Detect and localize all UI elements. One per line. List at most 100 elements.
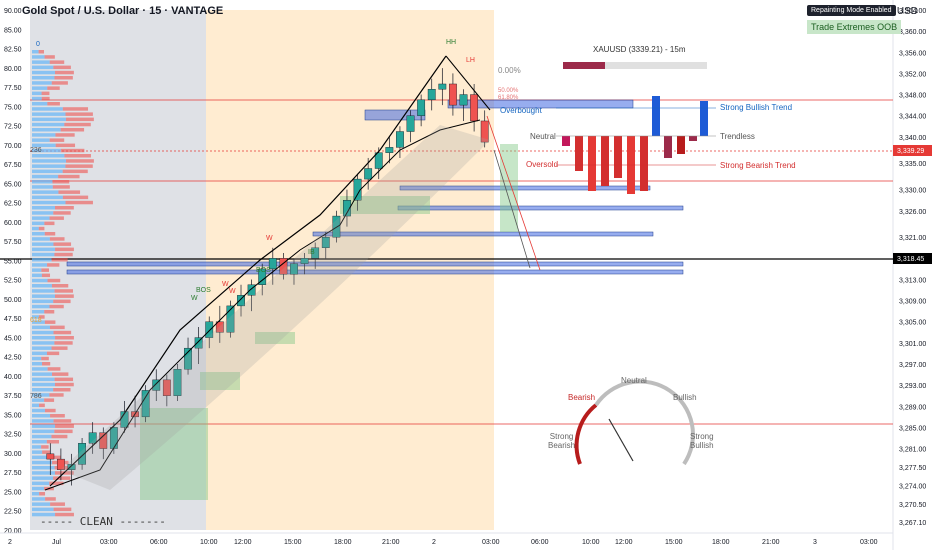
volume-profile-bar (32, 284, 52, 288)
y-left-tick-label: 82.50 (4, 47, 22, 54)
oscillator-bar (664, 136, 672, 158)
structure-marker: W (229, 288, 236, 295)
strong-bearish-label: Strong Bearish Trend (720, 161, 796, 170)
y-left-tick-label: 40.00 (4, 374, 22, 381)
repainting-badge: Repainting Mode Enabled (807, 5, 896, 16)
y-left-tick-label: 70.00 (4, 143, 22, 150)
meter-bearish-arc (574, 403, 598, 465)
volume-profile-bar (32, 419, 54, 423)
volume-profile-bar (55, 206, 74, 210)
current-price-tag-bg (893, 145, 932, 156)
volume-profile-bar (65, 200, 93, 205)
oscillator-bar (677, 136, 685, 154)
volume-profile-bar (32, 247, 56, 252)
volume-profile-bar (58, 190, 81, 194)
pct-low-label: 61.80% (498, 95, 519, 101)
volume-profile-bar (32, 460, 53, 465)
candle-body (321, 237, 330, 248)
volume-profile-bar (32, 341, 55, 345)
y-right-tick-label: 3,267.10 (899, 520, 926, 527)
volume-profile-bar (53, 65, 71, 70)
volume-profile-bar (32, 362, 43, 366)
structure-marker: BOS (256, 267, 271, 274)
volume-profile-bar (32, 330, 54, 335)
volume-profile-bar (64, 122, 91, 127)
volume-profile-bar (32, 393, 50, 397)
volume-profile-bar (32, 128, 61, 132)
volume-profile-bar (32, 91, 42, 96)
chart-title: Gold Spot / U.S. Dollar · 15 · VANTAGE (22, 5, 224, 17)
candle-body (311, 247, 320, 259)
volume-profile-bar (32, 445, 42, 449)
volume-profile-bar (32, 185, 53, 189)
volume-profile-bar (54, 289, 74, 293)
volume-profile-bar (66, 159, 94, 163)
volume-profile-bar (49, 325, 65, 330)
volume-profile-bar (51, 346, 68, 350)
volume-profile-bar (60, 128, 85, 132)
candle-body (247, 284, 256, 296)
volume-profile-bar (32, 252, 55, 257)
volume-profile-bar (32, 502, 51, 506)
structure-marker: HH (446, 39, 456, 46)
y-left-tick-label: 72.50 (4, 124, 22, 131)
volume-profile-bar (32, 164, 66, 168)
y-left-tick-label: 75.00 (4, 104, 22, 111)
volume-profile-bar (53, 507, 72, 512)
volume-profile-bar (49, 216, 64, 220)
structure-marker: W (222, 281, 229, 288)
oscillator-bar (700, 101, 708, 136)
volume-profile-bar (53, 299, 71, 304)
candle-body (417, 99, 426, 116)
volume-profile-bar (32, 424, 56, 428)
x-tick-label: Jul (52, 539, 61, 546)
y-left-tick-label: 32.50 (4, 432, 22, 439)
volume-profile-bar (32, 65, 54, 70)
candle-body (152, 379, 161, 391)
x-tick-label: 2 (8, 539, 12, 546)
volume-profile-bar (32, 138, 50, 142)
projection-line-2 (493, 149, 531, 269)
volume-profile-bar (65, 112, 93, 116)
volume-profile-bar (58, 174, 80, 179)
volume-profile-bar (41, 91, 50, 96)
y-left-tick-label: 90.00 (4, 8, 22, 15)
volume-profile-bar (32, 299, 54, 304)
y-left-tick-label: 67.50 (4, 162, 22, 169)
volume-profile-bar (62, 169, 88, 174)
x-tick-label: 3 (813, 539, 817, 546)
volume-profile-bar (39, 403, 45, 408)
volume-profile-bar (32, 195, 63, 200)
meter-strong-bullish-label: Strong Bullish (690, 432, 714, 450)
volume-profile-bar (53, 388, 71, 392)
volume-profile-bar (32, 351, 47, 356)
volume-profile-bar (32, 476, 54, 480)
x-tick-label: 2 (432, 539, 436, 546)
volume-profile-bar (32, 382, 55, 387)
y-left-tick-label: 37.50 (4, 393, 22, 400)
y-right-tick-label: 3,330.00 (899, 188, 926, 195)
order-block-zone (397, 205, 684, 211)
candle-body (385, 147, 394, 153)
candle-body (226, 305, 235, 333)
volume-profile-bar (32, 289, 55, 293)
volume-profile-bar (32, 102, 48, 106)
volume-profile-bar (32, 148, 61, 153)
volume-profile-bar (53, 330, 72, 335)
volume-profile-bar (32, 450, 43, 454)
volume-profile-bar (32, 481, 50, 486)
volume-profile-bar (55, 424, 74, 428)
y-right-tick-label: 3,326.00 (899, 209, 926, 216)
candle-body (78, 443, 86, 465)
current-price-tag: 3,339.29 (897, 148, 924, 155)
structure-marker: LH (466, 57, 475, 64)
y-right-tick-label: 3,360.00 (899, 29, 926, 36)
volume-profile-bar (55, 336, 74, 340)
oscillator-bar (689, 136, 697, 141)
order-block-zone (66, 261, 684, 267)
volume-profile-bar (44, 398, 55, 402)
volume-profile-bar (32, 278, 48, 283)
volume-profile-bar (32, 216, 50, 220)
